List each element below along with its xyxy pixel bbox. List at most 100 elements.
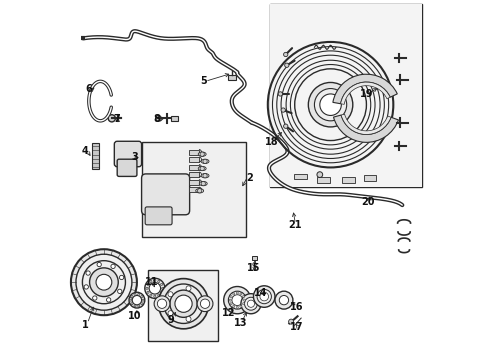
Circle shape	[158, 279, 208, 329]
Text: 6: 6	[85, 84, 92, 94]
Circle shape	[200, 299, 209, 309]
Text: 20: 20	[361, 197, 374, 207]
Circle shape	[197, 301, 202, 306]
Circle shape	[162, 287, 163, 289]
Circle shape	[118, 289, 122, 293]
Circle shape	[97, 262, 101, 267]
Circle shape	[131, 296, 133, 298]
Circle shape	[131, 303, 133, 305]
Circle shape	[158, 294, 160, 296]
Circle shape	[253, 286, 274, 307]
Circle shape	[155, 116, 161, 121]
Wedge shape	[333, 115, 398, 142]
Circle shape	[284, 63, 288, 67]
Circle shape	[160, 291, 163, 293]
Circle shape	[252, 262, 256, 266]
Circle shape	[169, 290, 197, 318]
Ellipse shape	[198, 152, 206, 156]
Circle shape	[149, 294, 152, 296]
Circle shape	[236, 306, 238, 309]
Circle shape	[134, 293, 136, 296]
Circle shape	[197, 189, 202, 193]
Bar	[188, 172, 199, 177]
Circle shape	[149, 283, 160, 294]
Circle shape	[86, 271, 90, 275]
Circle shape	[229, 296, 232, 298]
Ellipse shape	[195, 189, 203, 193]
Circle shape	[228, 291, 246, 309]
Circle shape	[163, 284, 203, 323]
Circle shape	[89, 268, 118, 297]
Circle shape	[96, 274, 112, 290]
Bar	[171, 116, 178, 121]
Circle shape	[231, 295, 242, 306]
Text: 10: 10	[128, 311, 142, 321]
Circle shape	[76, 254, 132, 310]
Circle shape	[141, 296, 142, 298]
Circle shape	[141, 303, 142, 305]
Bar	[269, 4, 421, 187]
Circle shape	[84, 285, 88, 289]
FancyBboxPatch shape	[117, 159, 137, 176]
Ellipse shape	[198, 166, 206, 171]
Bar	[341, 177, 354, 183]
Circle shape	[288, 319, 293, 324]
Bar	[188, 180, 199, 185]
Circle shape	[119, 275, 123, 280]
Circle shape	[138, 305, 140, 307]
FancyBboxPatch shape	[142, 174, 189, 215]
Bar	[92, 143, 99, 169]
Text: 5: 5	[200, 76, 206, 86]
Ellipse shape	[199, 181, 207, 186]
Circle shape	[71, 249, 137, 315]
Circle shape	[228, 299, 231, 301]
Circle shape	[257, 289, 271, 304]
Circle shape	[223, 287, 250, 314]
Circle shape	[232, 293, 234, 295]
Wedge shape	[340, 82, 389, 104]
Text: 4: 4	[81, 146, 88, 156]
Circle shape	[153, 295, 156, 297]
Circle shape	[92, 296, 97, 300]
Circle shape	[144, 278, 164, 298]
Text: 19: 19	[359, 89, 372, 99]
Circle shape	[242, 303, 244, 305]
Circle shape	[314, 89, 346, 121]
Circle shape	[129, 299, 132, 301]
Circle shape	[203, 174, 207, 178]
Circle shape	[201, 181, 205, 186]
Circle shape	[279, 296, 288, 305]
Text: 7: 7	[114, 114, 121, 124]
Wedge shape	[332, 74, 396, 104]
Text: 14: 14	[253, 288, 267, 298]
Text: 21: 21	[287, 220, 301, 230]
Circle shape	[154, 296, 169, 312]
Text: 15: 15	[246, 263, 260, 273]
Circle shape	[167, 292, 173, 297]
Circle shape	[283, 124, 287, 129]
Circle shape	[283, 52, 287, 57]
Circle shape	[145, 287, 148, 289]
FancyBboxPatch shape	[145, 207, 172, 225]
Bar	[316, 177, 329, 183]
Text: 9: 9	[167, 315, 174, 325]
Ellipse shape	[201, 159, 208, 163]
Circle shape	[308, 82, 352, 127]
FancyBboxPatch shape	[114, 141, 142, 167]
Circle shape	[243, 299, 245, 301]
Text: 8: 8	[153, 114, 160, 124]
Bar	[228, 75, 236, 80]
Bar	[363, 175, 376, 181]
Circle shape	[138, 293, 140, 296]
Circle shape	[149, 280, 152, 283]
Circle shape	[244, 297, 257, 310]
Text: 13: 13	[234, 319, 247, 328]
Text: 1: 1	[81, 320, 88, 330]
Text: 12: 12	[221, 308, 235, 318]
Bar	[269, 4, 421, 187]
Circle shape	[111, 264, 115, 269]
Text: 2: 2	[246, 173, 253, 183]
Circle shape	[200, 152, 204, 156]
Circle shape	[146, 283, 149, 285]
Circle shape	[146, 291, 149, 293]
